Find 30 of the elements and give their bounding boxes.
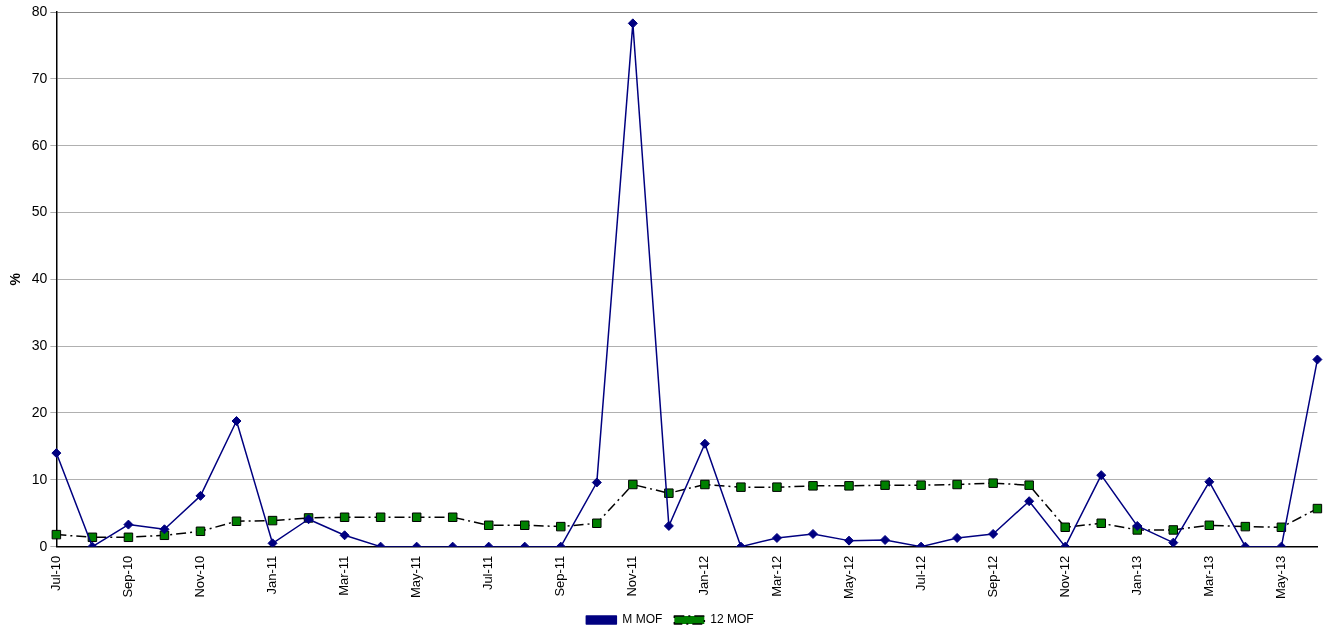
y-tick-label: 40 <box>31 270 48 287</box>
x-tick-label: Mar-12 <box>768 555 784 597</box>
legend-label: M MOF <box>622 612 663 627</box>
x-tick-label: Nov-11 <box>624 555 640 597</box>
x-tick-label: Mar-11 <box>336 555 352 596</box>
legend-label: 12 MOF <box>710 612 754 627</box>
x-tick-label: Jul-11 <box>480 555 496 591</box>
y-tick-label: 10 <box>31 470 48 487</box>
x-tick-label: Sep-12 <box>984 555 1000 598</box>
y-tick-label: 20 <box>31 403 48 420</box>
x-tick-label: May-13 <box>1272 555 1288 600</box>
y-tick-label: 30 <box>31 337 48 354</box>
x-tick-label: Jan-13 <box>1128 555 1144 596</box>
y-axis-title: % <box>7 272 24 286</box>
x-tick-label: Jan-12 <box>696 555 712 596</box>
y-tick-label: 0 <box>39 537 48 554</box>
x-tick-label: Mar-13 <box>1200 555 1216 597</box>
x-tick-label: Jul-12 <box>912 555 928 592</box>
y-tick-label: 50 <box>31 203 48 220</box>
x-tick-label: Sep-11 <box>552 555 568 597</box>
x-tick-label: Sep-10 <box>120 555 136 598</box>
x-tick-label: Jan-11 <box>264 555 280 595</box>
y-tick-label: 70 <box>31 69 48 86</box>
x-tick-label: May-12 <box>840 555 856 600</box>
x-tick-label: Jul-10 <box>47 555 63 592</box>
y-tick-label: 60 <box>31 136 48 153</box>
x-tick-label: Nov-12 <box>1056 555 1072 598</box>
x-tick-label: Nov-10 <box>192 555 208 598</box>
x-tick-label: May-11 <box>408 555 424 599</box>
y-tick-label: 80 <box>31 2 48 19</box>
